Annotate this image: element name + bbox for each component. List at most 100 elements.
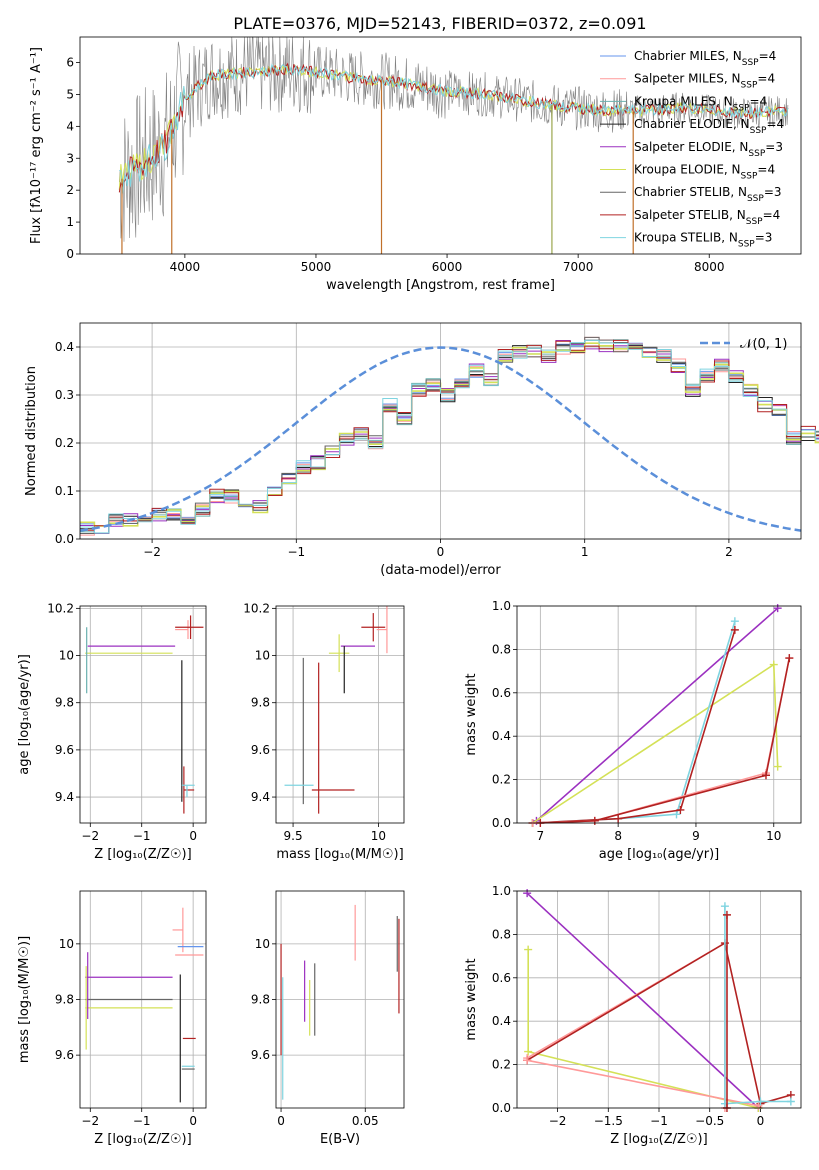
x-tick-label: 0 [757, 1114, 765, 1128]
massweight-marker [785, 654, 794, 663]
legend-separator: , N [725, 49, 742, 63]
x-tick-label: 0 [189, 829, 197, 843]
x-axis-label: (data-model)/error [380, 563, 501, 578]
y-axis-label: mass weight [464, 958, 479, 1040]
x-tick-label: −1 [133, 829, 151, 843]
legend-subscript: SSP [750, 126, 767, 136]
x-tick-label: −1.5 [594, 1114, 623, 1128]
legend-separator: , N [733, 117, 750, 131]
legend-equals: = [763, 208, 773, 222]
legend-separator: , N [724, 163, 741, 177]
x-tick-label: 10 [766, 829, 781, 843]
x-axis-label: wavelength [Angstrom, rest frame] [326, 278, 555, 293]
y-tick-label: 10 [255, 649, 270, 663]
massweight-line [540, 657, 791, 824]
model-spectrum-line [119, 63, 789, 194]
massweight-marker [523, 889, 532, 898]
y-tick-label: 0.2 [492, 1058, 511, 1072]
legend-subscript: SSP [741, 81, 758, 91]
legend-nssp-value: 3 [775, 140, 783, 154]
x-axis-label: mass [log₁₀(M/M☉)] [276, 847, 403, 862]
x-tick-label: 0 [437, 545, 445, 559]
axes-frame [79, 605, 207, 824]
x-axis-label: age [log₁₀(age/yr)] [599, 847, 720, 862]
massweight-line [535, 607, 779, 822]
legend-model-name: Salpeter MILES [634, 72, 724, 86]
mass-vs-metallicity-panel: −2 −1 0 9.6 9.8 10 Z [log₁₀(Z/Z☉)] mass [log₁₀(… [17, 890, 207, 1147]
massweight-marker [523, 1056, 532, 1065]
legend-nssp-value: 4 [767, 72, 775, 86]
histogram-step [80, 342, 819, 527]
x-tick-label: −0.5 [695, 1114, 724, 1128]
y-tick-label: 0.0 [492, 1101, 511, 1115]
x-axis-label: E(B-V) [320, 1132, 360, 1147]
histogram-step [80, 339, 819, 534]
legend-subscript: SSP [748, 149, 765, 159]
legend-subscript: SSP [733, 103, 750, 113]
massweight-vs-metallicity-panel: −2 −1.5 −1 −0.5 0 0.0 0.2 0.4 0.6 0.8 1.0 Z [log₁₀(… [464, 884, 802, 1147]
y-tick-label: 9.4 [251, 790, 270, 804]
x-tick-label: −2 [81, 1114, 99, 1128]
legend-nssp-value: 4 [773, 208, 781, 222]
legend-subscript: SSP [738, 240, 755, 250]
y-tick-label: 0.8 [492, 927, 511, 941]
legend-separator: , N [724, 72, 741, 86]
massweight-marker [754, 1101, 763, 1110]
massweight-marker [773, 762, 782, 771]
x-axis-label: Z [log₁₀(Z/Z☉)] [94, 847, 191, 862]
legend-model-name: Kroupa ELODIE [634, 163, 724, 177]
y-tick-label: 0.6 [492, 971, 511, 985]
massweight-marker [730, 625, 739, 634]
massweight-line [526, 941, 726, 1108]
massweight-marker [524, 1047, 533, 1056]
y-tick-label: 9.6 [251, 743, 270, 757]
y-tick-label: 10 [59, 937, 74, 951]
legend-nssp-value: 3 [774, 185, 782, 199]
legend-model-name: Kroupa MILES [634, 94, 716, 108]
y-tick-label: 0.0 [55, 532, 74, 546]
legend-entry: Chabrier ELODIE, NSSP=4 [634, 117, 784, 136]
y-tick-label: 1 [66, 215, 74, 229]
legend-model-name: Salpeter STELIB [634, 208, 729, 222]
x-tick-label: −2 [81, 829, 99, 843]
y-tick-label: 2 [66, 183, 74, 197]
x-tick-label: 2 [725, 545, 733, 559]
legend-subscript: SSP [741, 172, 758, 182]
x-tick-label: −1 [133, 1114, 151, 1128]
massweight-marker [756, 1097, 765, 1106]
y-tick-label: 0.0 [492, 816, 511, 830]
x-tick-label: 10 [371, 829, 386, 843]
y-tick-label: 10 [255, 937, 270, 951]
axes-frame [79, 890, 207, 1109]
legend-nssp-value: 4 [760, 94, 768, 108]
legend-equals: = [755, 231, 765, 245]
y-tick-label: 0.2 [492, 773, 511, 787]
x-tick-label: 4000 [170, 260, 201, 274]
y-tick-label: 0.4 [55, 340, 74, 354]
figure-title: PLATE=0376, MJD=52143, FIBERID=0372, z=0… [233, 14, 646, 33]
legend-equals: = [750, 94, 760, 108]
x-tick-label: 0 [189, 1114, 197, 1128]
y-tick-label: 9.4 [55, 790, 74, 804]
y-tick-label: 4 [66, 119, 74, 133]
y-axis-label: age [log₁₀(age/yr)] [17, 654, 32, 775]
data-spectrum-line [119, 36, 789, 242]
y-tick-label: 0.8 [492, 642, 511, 656]
y-tick-label: 1.0 [492, 599, 511, 613]
massweight-line [526, 892, 759, 1109]
massweight-vs-age-panel: 7 8 9 10 0.0 0.2 0.4 0.6 0.8 1.0 age [log₁₀(age/yr… [464, 599, 802, 862]
y-tick-label: 0.2 [55, 436, 74, 450]
legend-entry: Chabrier MILES, NSSP=4 [634, 49, 776, 68]
y-tick-label: 1.0 [492, 884, 511, 898]
y-tick-label: 9.8 [55, 993, 74, 1007]
legend-equals: = [766, 117, 776, 131]
massweight-marker [730, 617, 739, 626]
age-vs-mass-panel: 9.5 10 9.4 9.6 9.8 10 10.2 mass [log₁₀(M/M☉)] [243, 601, 405, 862]
y-tick-label: 10.2 [47, 601, 74, 615]
legend-entry: Salpeter MILES, NSSP=4 [634, 72, 775, 91]
legend-entry: Kroupa MILES, NSSP=4 [634, 94, 767, 113]
axes-frame [275, 890, 405, 1109]
massweight-marker [761, 771, 770, 780]
